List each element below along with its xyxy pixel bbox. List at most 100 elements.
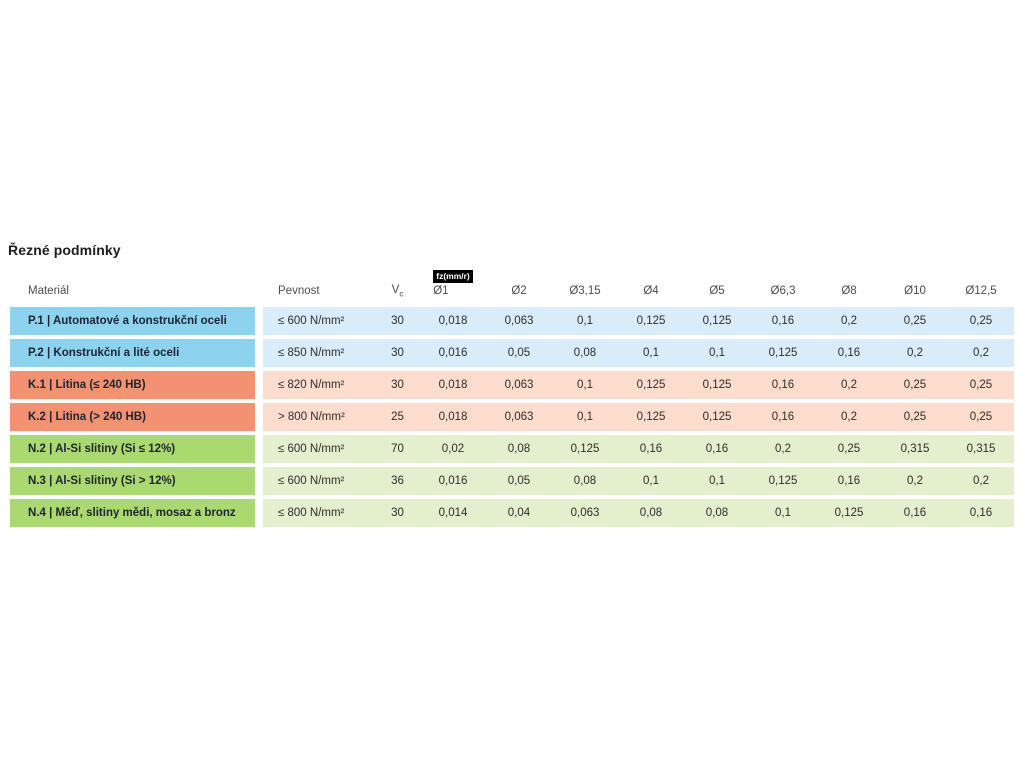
table-body: P.1 | Automatové a konstrukční oceli ≤ 60… [10,307,1014,527]
feed-value-diameter-5: 0,1 [709,347,725,359]
feed-value-diameter-7: 0,2 [841,411,857,423]
vc-value: 36 [391,475,404,487]
material-label: N.3 | Al-Si slitiny (Si > 12%) [10,467,255,495]
table-row: N.2 | Al-Si slitiny (Si ≤ 12%) ≤ 600 N/mm… [10,435,1014,463]
feed-value-diameter-9: 0,2 [973,475,989,487]
vc-symbol: V [391,283,400,296]
feed-value-diameter-3: 0,125 [570,443,600,455]
feed-value-diameter-9: 0,25 [969,315,993,327]
feed-value-diameter-4: 0,125 [636,379,666,391]
material-label: K.1 | Litina (≤ 240 HB) [10,371,255,399]
feed-value-diameter-5: 0,1 [709,475,725,487]
feed-value-diameter-2: 0,04 [507,507,531,519]
column-header-diameter-6: Ø6,3 [770,284,796,297]
table-row: K.2 | Litina (> 240 HB) > 800 N/mm² 25 0,01… [10,403,1014,431]
page-title: Řezné podmínky [8,242,121,258]
feed-value-diameter-2: 0,08 [507,443,531,455]
feed-value-diameter-6: 0,125 [768,347,798,359]
row-values-strip: ≤ 820 N/mm² 30 0,018 0,063 0,1 0,125 0,125 0,16… [263,371,1014,399]
feed-value-diameter-9: 0,2 [973,347,989,359]
row-values-strip: ≤ 600 N/mm² 36 0,016 0,05 0,08 0,1 0,1 0,125 0,1… [263,467,1014,495]
feed-value-diameter-4: 0,125 [636,315,666,327]
feed-value-diameter-9: 0,315 [966,443,996,455]
feed-value-diameter-2: 0,063 [504,411,534,423]
feed-value-diameter-7: 0,16 [837,347,861,359]
material-label: P.2 | Konstrukční a lité oceli [10,339,255,367]
feed-value-diameter-7: 0,2 [841,379,857,391]
vc-value: 30 [391,507,404,519]
feed-value-diameter-8: 0,25 [903,379,927,391]
feed-value-diameter-8: 0,16 [903,507,927,519]
column-header-pevnost: Pevnost [278,284,320,297]
feed-value-diameter-7: 0,2 [841,315,857,327]
feed-value-diameter-1: 0,014 [438,507,468,519]
feed-value-diameter-5: 0,125 [702,379,732,391]
feed-value-diameter-6: 0,16 [771,411,795,423]
row-values-strip: > 800 N/mm² 25 0,018 0,063 0,1 0,125 0,125 0,16… [263,403,1014,431]
diameter-label: Ø1 [433,284,449,297]
feed-value-diameter-4: 0,1 [643,475,659,487]
pevnost-value: ≤ 800 N/mm² [278,507,345,519]
feed-value-diameter-1: 0,018 [438,315,468,327]
pevnost-value: > 800 N/mm² [278,411,345,423]
feed-value-diameter-2: 0,05 [507,475,531,487]
feed-value-diameter-8: 0,25 [903,411,927,423]
feed-value-diameter-1: 0,018 [438,411,468,423]
row-values-strip: ≤ 600 N/mm² 70 0,02 0,08 0,125 0,16 0,16 0,2 0,2… [263,435,1014,463]
feed-value-diameter-1: 0,016 [438,347,468,359]
column-header-diameter-3: Ø3,15 [569,284,601,297]
column-header-diameter-1: fz(mm/r) Ø1 [420,270,486,304]
feed-value-diameter-8: 0,2 [907,347,923,359]
feed-value-diameter-8: 0,2 [907,475,923,487]
feed-value-diameter-1: 0,016 [438,475,468,487]
table-header-row: Materiál Pevnost Vc fz(mm/r) Ø1 Ø2 Ø3,15 Ø4 Ø… [10,267,1014,304]
feed-value-diameter-4: 0,1 [643,347,659,359]
feed-value-diameter-6: 0,1 [775,507,791,519]
feed-value-diameter-3: 0,1 [577,315,593,327]
feed-value-diameter-1: 0,018 [438,379,468,391]
row-values-strip: ≤ 850 N/mm² 30 0,016 0,05 0,08 0,1 0,1 0,125 0,1… [263,339,1014,367]
feed-value-diameter-4: 0,08 [639,507,663,519]
feed-unit-badge: fz(mm/r) [433,270,473,283]
feed-value-diameter-7: 0,16 [837,475,861,487]
cutting-conditions-table: Materiál Pevnost Vc fz(mm/r) Ø1 Ø2 Ø3,15 Ø4 Ø… [10,267,1014,531]
feed-value-diameter-5: 0,16 [705,443,729,455]
feed-value-diameter-4: 0,125 [636,411,666,423]
row-values-strip: ≤ 600 N/mm² 30 0,018 0,063 0,1 0,125 0,125 0,16… [263,307,1014,335]
column-header-diameter-8: Ø10 [904,284,926,297]
vc-value: 30 [391,379,404,391]
row-values-strip: ≤ 800 N/mm² 30 0,014 0,04 0,063 0,08 0,08 0,1 0,… [263,499,1014,527]
vc-value: 30 [391,315,404,327]
feed-value-diameter-1: 0,02 [441,443,465,455]
feed-value-diameter-6: 0,125 [768,475,798,487]
column-header-diameter-2: Ø2 [511,284,527,297]
column-header-diameter-7: Ø8 [841,284,857,297]
feed-value-diameter-6: 0,16 [771,379,795,391]
feed-value-diameter-7: 0,25 [837,443,861,455]
vc-subscript: c [399,288,404,298]
column-header-diameter-4: Ø4 [643,284,659,297]
vc-value: 70 [391,443,404,455]
feed-value-diameter-3: 0,08 [573,475,597,487]
table-row: K.1 | Litina (≤ 240 HB) ≤ 820 N/mm² 30 0,01… [10,371,1014,399]
feed-value-diameter-3: 0,08 [573,347,597,359]
feed-value-diameter-6: 0,2 [775,443,791,455]
table-row: P.1 | Automatové a konstrukční oceli ≤ 60… [10,307,1014,335]
pevnost-value: ≤ 600 N/mm² [278,315,345,327]
column-header-diameter-9: Ø12,5 [965,284,997,297]
feed-value-diameter-4: 0,16 [639,443,663,455]
feed-value-diameter-2: 0,063 [504,379,534,391]
column-header-diameter-5: Ø5 [709,284,725,297]
pevnost-value: ≤ 820 N/mm² [278,379,345,391]
material-label: P.1 | Automatové a konstrukční oceli [10,307,255,335]
vc-value: 25 [391,411,404,423]
feed-value-diameter-6: 0,16 [771,315,795,327]
vc-value: 30 [391,347,404,359]
material-label: K.2 | Litina (> 240 HB) [10,403,255,431]
feed-value-diameter-7: 0,125 [834,507,864,519]
feed-value-diameter-9: 0,16 [969,507,993,519]
column-header-material: Materiál [28,284,69,297]
feed-value-diameter-3: 0,063 [570,507,600,519]
material-label: N.4 | Měď, slitiny mědi, mosaz a bronz [10,499,255,527]
pevnost-value: ≤ 600 N/mm² [278,475,345,487]
